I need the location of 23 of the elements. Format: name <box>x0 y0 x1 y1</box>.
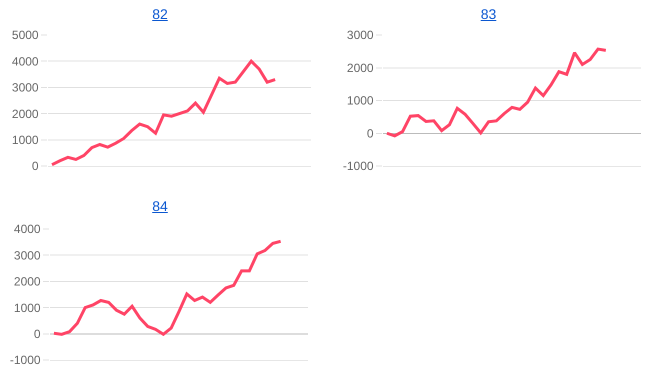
y-tick-label: 3000 <box>14 248 41 262</box>
y-tick-label: 0 <box>366 126 374 140</box>
line-series <box>385 48 608 138</box>
line-series <box>52 240 282 336</box>
y-tick-label: 5000 <box>12 28 39 42</box>
y-tick-label: 3000 <box>346 28 374 42</box>
y-tick-label: 2000 <box>346 60 374 75</box>
y-tick-label: 1000 <box>346 94 374 108</box>
chart-title: 83 <box>480 6 498 22</box>
y-tick-label: 0 <box>32 159 39 174</box>
chart-title: 84 <box>151 198 169 214</box>
y-tick-label: -1000 <box>10 353 41 368</box>
y-tick-label: 4000 <box>12 54 39 68</box>
y-tick-label: 2000 <box>14 274 41 289</box>
y-tick-label: 3000 <box>12 80 39 95</box>
y-tick-label: 1000 <box>14 300 41 315</box>
y-tick-label: -1000 <box>342 159 374 174</box>
line-series <box>50 60 277 166</box>
y-tick-label: 2000 <box>12 106 39 121</box>
y-tick-label: 0 <box>34 327 41 341</box>
y-tick-label: 1000 <box>12 133 39 147</box>
chart-title: 82 <box>151 6 169 22</box>
y-tick-label: 4000 <box>14 222 41 236</box>
